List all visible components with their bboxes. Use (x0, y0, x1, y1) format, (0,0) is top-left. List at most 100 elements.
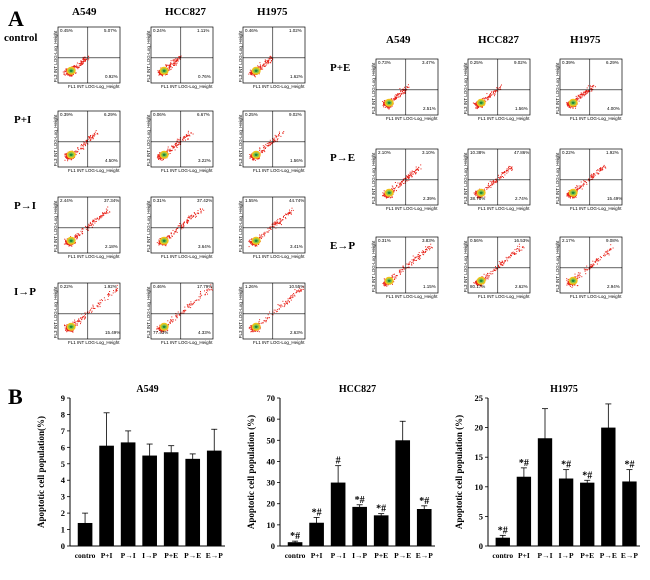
facs-x-axis-label: FL1 INT LOG-Log_Height (161, 340, 213, 345)
facs-scatter-svg (150, 196, 214, 254)
y-tick-label: 7 (61, 426, 66, 436)
facs-y-axis-label: FL3 INT LOG-Log_Height (53, 286, 59, 339)
density-core (162, 239, 166, 242)
quadrant-ur-percent: 37.34% (104, 198, 120, 203)
x-tick-label: P→I (538, 551, 553, 560)
x-tick-label: P→E (184, 551, 201, 560)
density-core (162, 325, 166, 328)
quadrant-ur-percent: 9.02% (514, 60, 527, 65)
facs-y-axis-label: FL3 INT LOG-Log_Height (53, 30, 59, 83)
y-tick-label: 0 (61, 541, 65, 551)
facs-x-axis-label: FL1 INT LOG-Log_Height (253, 340, 305, 345)
quadrant-lr-percent: 2.94% (607, 284, 620, 289)
facs-x-axis-label: FL1 INT LOG-Log_Height (478, 294, 530, 299)
quadrant-ul-percent: 0.22% (562, 150, 575, 155)
bar-P+I (516, 476, 532, 546)
significance-label: *# (519, 458, 529, 469)
facs-plot: FL1 INT LOG-Log_Height FL3 INT LOG-Log_He… (143, 196, 215, 262)
bar-P→E (601, 427, 616, 546)
quadrant-ur-percent: 47.86% (514, 150, 530, 155)
x-tick-label: P+I (518, 551, 530, 560)
density-core (479, 279, 483, 282)
facs-scatter-svg (467, 236, 531, 294)
facs-plot: FL1 INT LOG-Log_Height FL3 INT LOG-Log_He… (552, 58, 624, 124)
quadrant-ul-percent: 0.06% (153, 112, 166, 117)
quadrant-ul-percent: 0.46% (245, 28, 258, 33)
x-tick-label: P→E (600, 551, 617, 560)
facs-plot: FL1 INT LOG-Log_Height FL3 INT LOG-Log_He… (235, 282, 307, 348)
row-header: P→E (330, 152, 356, 164)
facs-y-axis-label: FL3 INT LOG-Log_Height (146, 30, 152, 83)
density-core (69, 239, 73, 242)
quadrant-ul-percent: 1.26% (245, 284, 258, 289)
facs-plot: FL1 INT LOG-Log_Height FL3 INT LOG-Log_He… (460, 148, 532, 214)
y-tick-label: 20 (267, 499, 276, 509)
bar-chart-1: HCC827 0 10 20 30 40 50 60 70 Apoptotic cell popu… (246, 384, 435, 560)
quadrant-lr-percent: 2.62% (515, 284, 528, 289)
quadrant-ul-percent: 0.24% (153, 28, 166, 33)
chart-title: HCC827 (339, 384, 376, 395)
y-tick-label: 25 (475, 393, 484, 403)
facs-y-axis-label: FL3 INT LOG-Log_Height (371, 62, 377, 115)
quadrant-ll-percent: 38.78% (470, 196, 486, 201)
quadrant-lr-percent: 15.49% (105, 330, 121, 335)
bar-I→P (352, 506, 367, 546)
chart-title: H1975 (550, 384, 578, 395)
facs-scatter-svg (559, 58, 623, 116)
significance-label: *# (419, 496, 429, 507)
facs-y-axis-label: FL3 INT LOG-Log_Height (53, 200, 59, 253)
facs-plot: FL1 INT LOG-Log_Height FL3 INT LOG-Log_He… (368, 148, 440, 214)
x-tick-label: I→P (142, 551, 157, 560)
bar-E→P (416, 509, 432, 546)
density-core (479, 191, 483, 194)
y-tick-label: 0 (271, 541, 275, 551)
significance-label: *# (498, 525, 508, 536)
column-header: A549 (386, 34, 411, 46)
facs-y-axis-label: FL3 INT LOG-Log_Height (371, 240, 377, 293)
facs-scatter-svg (375, 58, 439, 116)
density-core (69, 325, 73, 328)
row-header: P→I (14, 200, 36, 212)
quadrant-ul-percent: 2.10% (378, 150, 391, 155)
facs-x-axis-label: FL1 INT LOG-Log_Height (570, 294, 622, 299)
facs-x-axis-label: FL1 INT LOG-Log_Height (570, 206, 622, 211)
facs-y-axis-label: FL3 INT LOG-Log_Height (555, 240, 561, 293)
density-core (571, 191, 575, 194)
significance-label: *# (561, 460, 571, 471)
quadrant-ur-percent: 44.74% (289, 198, 305, 203)
y-axis-label: Apoptotic cell population (%) (246, 415, 256, 529)
quadrant-lr-percent: 1.56% (290, 158, 303, 163)
facs-scatter-svg (467, 148, 531, 206)
quadrant-lr-percent: 4.50% (105, 158, 118, 163)
bar-chart-2: H1975 0 5 10 15 20 25 Apoptotic cell population… (454, 384, 640, 560)
significance-label: *# (355, 495, 365, 506)
y-tick-label: 8 (61, 409, 65, 419)
quadrant-lr-percent: 4.00% (607, 106, 620, 111)
bar-P→I (330, 482, 346, 546)
facs-plot: FL1 INT LOG-Log_Height FL3 INT LOG-Log_He… (460, 58, 532, 124)
facs-plot: FL1 INT LOG-Log_Height FL3 INT LOG-Log_He… (235, 26, 307, 92)
chart-title: A549 (136, 384, 158, 395)
facs-y-axis-label: FL3 INT LOG-Log_Height (555, 152, 561, 205)
y-tick-label: 0 (479, 541, 483, 551)
facs-x-axis-label: FL1 INT LOG-Log_Height (161, 84, 213, 89)
quadrant-lr-percent: 3.41% (290, 244, 303, 249)
facs-x-axis-label: FL1 INT LOG-Log_Height (570, 116, 622, 121)
facs-plot: FL1 INT LOG-Log_Height FL3 INT LOG-Log_He… (50, 110, 122, 176)
facs-x-axis-label: FL1 INT LOG-Log_Height (478, 116, 530, 121)
facs-plot: FL1 INT LOG-Log_Height FL3 INT LOG-Log_He… (552, 236, 624, 302)
facs-x-axis-label: FL1 INT LOG-Log_Height (386, 116, 438, 121)
facs-y-axis-label: FL3 INT LOG-Log_Height (238, 114, 244, 167)
bar-I→P (142, 455, 157, 546)
facs-scatter-svg (57, 282, 121, 340)
quadrant-lr-percent: 2.18% (105, 244, 118, 249)
facs-y-axis-label: FL3 INT LOG-Log_Height (146, 200, 152, 253)
row-header: E→P (330, 240, 356, 252)
facs-plot: FL1 INT LOG-Log_Height FL3 INT LOG-Log_He… (368, 58, 440, 124)
facs-y-axis-label: FL3 INT LOG-Log_Height (238, 30, 244, 83)
facs-plot: FL1 INT LOG-Log_Height FL3 INT LOG-Log_He… (143, 282, 215, 348)
y-tick-label: 70 (267, 393, 276, 403)
x-tick-label: contro (75, 551, 96, 560)
quadrant-ur-percent: 3.10% (422, 150, 435, 155)
y-tick-label: 60 (267, 414, 276, 424)
